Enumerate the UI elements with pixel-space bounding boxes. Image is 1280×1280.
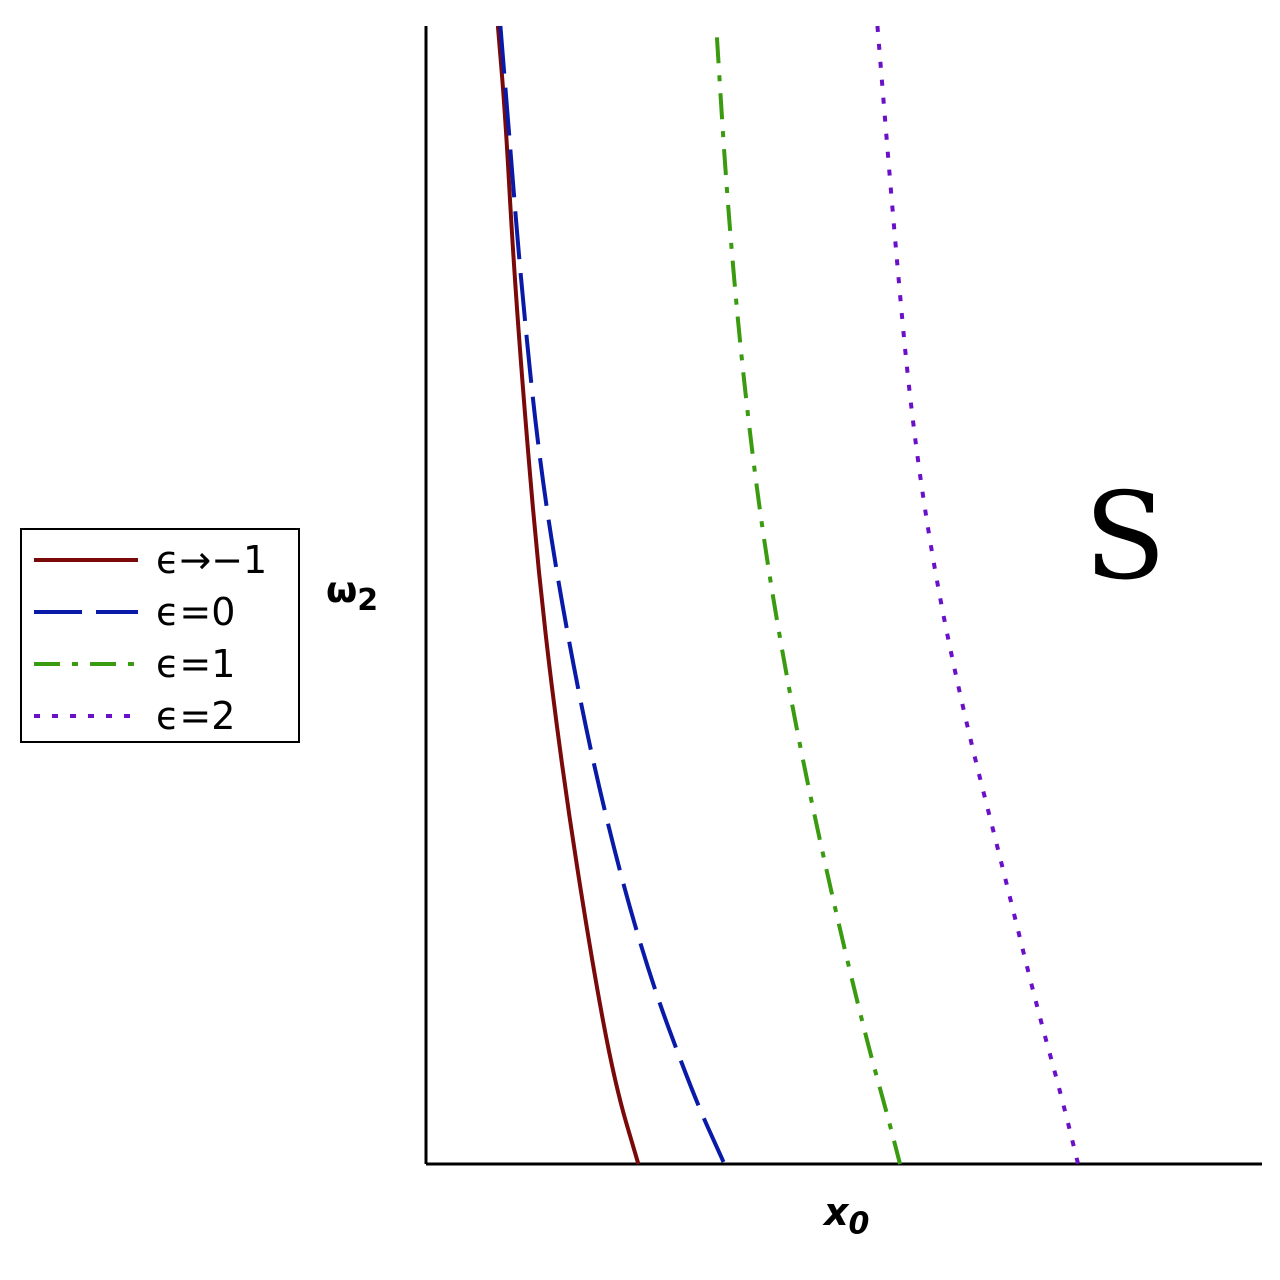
legend-label: ϵ=1 [156, 642, 236, 686]
legend-swatch [34, 558, 138, 562]
legend-item-3: ϵ=2 [32, 696, 235, 736]
series-line-1 [498, 25, 727, 1165]
series-line-2 [714, 37, 902, 1165]
y-axis-label: ω2 [326, 570, 379, 619]
series-line-0 [495, 25, 641, 1165]
legend-item-1: ϵ=0 [32, 592, 235, 632]
series-layer [495, 25, 1081, 1165]
legend-item-0: ϵ→−1 [32, 540, 267, 580]
legend-swatch [34, 610, 138, 614]
x-axis-label: x0 [824, 1190, 870, 1242]
region-annotation: S [1084, 468, 1167, 607]
legend-swatch [34, 714, 138, 718]
legend-item-2: ϵ=1 [32, 644, 235, 684]
legend-swatch [34, 662, 138, 666]
legend-label: ϵ→−1 [156, 538, 268, 582]
series-line-3 [875, 25, 1081, 1165]
legend: ϵ→−1 ϵ=0 ϵ=1 ϵ=2 [20, 528, 300, 743]
legend-label: ϵ=0 [156, 590, 236, 634]
legend-label: ϵ=2 [156, 694, 236, 738]
